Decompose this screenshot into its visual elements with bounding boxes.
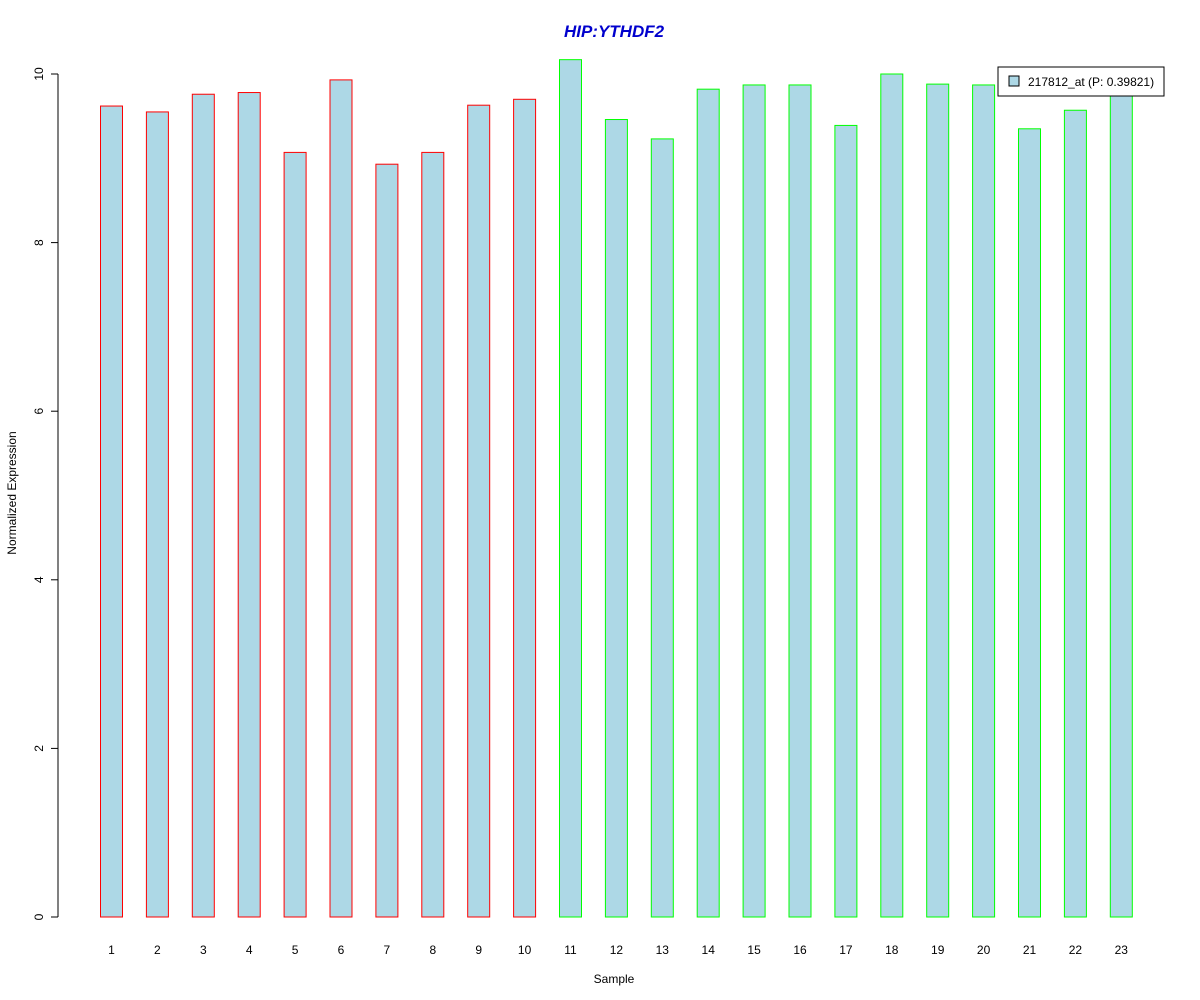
legend-box (997, 66, 1165, 97)
y-tick-label: 8 (32, 239, 46, 246)
x-tick-label: 2 (154, 943, 161, 957)
x-tick-label: 10 (518, 943, 532, 957)
x-tick-label: 21 (1023, 943, 1037, 957)
x-tick-label: 9 (475, 943, 482, 957)
x-tick-label: 7 (384, 943, 391, 957)
x-tick-label: 8 (429, 943, 436, 957)
chart-title: HIP:YTHDF2 (564, 22, 665, 41)
y-tick-label: 10 (32, 67, 46, 81)
x-tick-label: 5 (292, 943, 299, 957)
bars (100, 59, 1133, 918)
bar-sample-15 (742, 84, 766, 918)
y-tick-label: 2 (32, 745, 46, 752)
bar-sample-12 (604, 119, 628, 918)
x-axis-label: Sample (594, 972, 635, 986)
x-tick-label: 19 (931, 943, 945, 957)
x-tick-label: 6 (338, 943, 345, 957)
bar-sample-20 (972, 84, 996, 918)
x-tick-label: 22 (1069, 943, 1083, 957)
bar-sample-1 (100, 105, 123, 918)
bar-sample-18 (880, 73, 904, 918)
y-tick-label: 4 (32, 576, 46, 583)
legend: 217812_at (P: 0.39821) (997, 66, 1165, 97)
x-tick-label: 17 (839, 943, 853, 957)
x-tick-label: 16 (793, 943, 807, 957)
x-tick-label: 4 (246, 943, 253, 957)
bar-sample-3 (191, 93, 215, 918)
y-tick-label: 6 (32, 408, 46, 415)
legend-swatch (1008, 75, 1020, 87)
bar-sample-14 (696, 88, 720, 918)
bar-sample-10 (513, 98, 537, 918)
bar-sample-8 (421, 151, 445, 918)
x-tick-label: 15 (747, 943, 761, 957)
x-tick-label: 20 (977, 943, 991, 957)
bar-sample-22 (1063, 109, 1087, 918)
bar-sample-19 (926, 83, 950, 918)
bar-sample-11 (559, 59, 582, 918)
bar-sample-4 (237, 92, 261, 918)
x-tick-label: 13 (656, 943, 670, 957)
x-axis-tick-labels: 1 2 3 4 5 6 7 8 9 10 11 12 13 14 15 16 17 18 19 20 21 22 23 (108, 943, 1128, 957)
bar-sample-13 (650, 138, 674, 918)
y-tick-label: 0 (32, 913, 46, 920)
bar-sample-6 (329, 79, 353, 918)
bar-sample-5 (283, 151, 307, 918)
bar-sample-23 (1109, 90, 1133, 918)
bar-sample-17 (834, 124, 858, 918)
y-axis-label: Normalized Expression (5, 431, 19, 554)
x-tick-label: 11 (564, 943, 577, 957)
x-tick-label: 1 (108, 943, 115, 957)
bar-sample-9 (467, 104, 491, 918)
x-tick-label: 3 (200, 943, 207, 957)
y-axis: 0 2 4 6 8 10 (32, 67, 59, 920)
bar-sample-2 (145, 111, 169, 918)
x-tick-label: 12 (610, 943, 624, 957)
x-tick-label: 23 (1115, 943, 1129, 957)
bar-sample-16 (788, 84, 812, 918)
legend-entry-label: 217812_at (P: 0.39821) (1028, 75, 1154, 89)
x-tick-label: 14 (702, 943, 716, 957)
bar-sample-7 (375, 163, 399, 918)
bar-sample-21 (1018, 128, 1041, 918)
x-tick-label: 18 (885, 943, 899, 957)
